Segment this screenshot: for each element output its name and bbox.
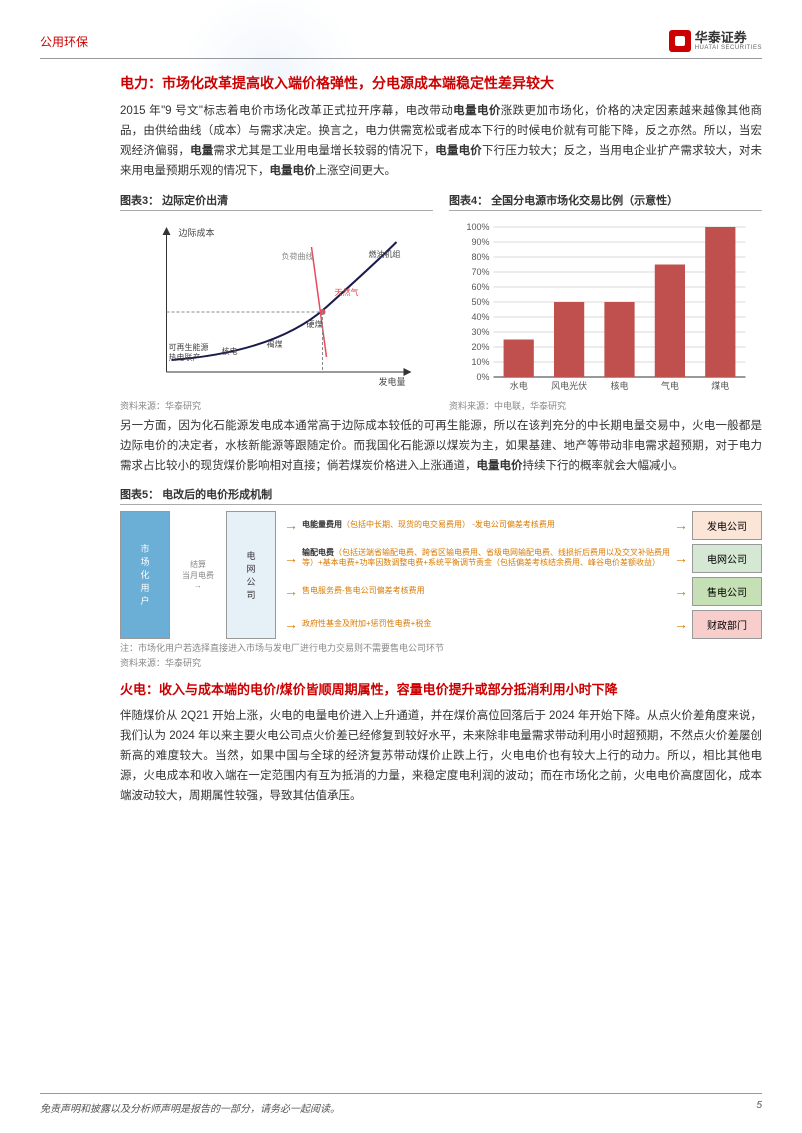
diag-right-2: 售电公司 [692, 577, 762, 606]
diag-line-1: →输配电费（包括送端省输配电费、跨省区输电费用、省级电网输配电费、线损折后费用以… [284, 544, 762, 573]
section1-para1: 2015 年"9 号文"标志着电价市场化改革正式拉开序幕，电改带动电量电价涨跌更… [120, 101, 762, 182]
category-label: 公用环保 [40, 33, 88, 50]
chart5-note: 注：市场化用户若选择直接进入市场与发电厂进行电力交易则不需要售电公司环节 [120, 641, 762, 654]
diag-right-0: 发电公司 [692, 511, 762, 540]
section1-title: 电力：市场化改革提高收入端价格弹性，分电源成本端稳定性差异较大 [120, 73, 762, 93]
chart5-title: 图表5： 电改后的电价形成机制 [120, 486, 762, 505]
chart3-area: 边际成本发电量 可再生能源热电联产 核电 褐煤 硬煤 天然气 燃油机组 负荷曲线 [120, 217, 433, 397]
svg-text:热电联产: 热电联产 [169, 352, 201, 362]
svg-text:40%: 40% [471, 312, 489, 322]
chart3-source: 资料来源：华泰研究 [120, 399, 433, 412]
svg-text:60%: 60% [471, 282, 489, 292]
svg-text:煤电: 煤电 [711, 380, 729, 391]
diag-line-3: →政府性基金及附加+惩罚性电费+税金→财政部门 [284, 610, 762, 639]
arrow-icon: → [674, 616, 688, 632]
logo-en: HUATAI SECURITIES [695, 45, 762, 52]
diag-arrow1: 结算当月电费→ [178, 511, 218, 639]
arrow-icon: → [284, 550, 298, 566]
diag-line-0: →电能量费用（包括中长期、现货的电交易费用） -发电公司偏差考核费用→发电公司 [284, 511, 762, 540]
logo-icon [669, 30, 691, 52]
diag-grid: 电网公司 [226, 511, 276, 639]
svg-text:20%: 20% [471, 342, 489, 352]
svg-text:天然气: 天然气 [335, 287, 359, 297]
diag-right-3: 财政部门 [692, 610, 762, 639]
svg-text:50%: 50% [471, 297, 489, 307]
svg-text:褐煤: 褐煤 [267, 339, 283, 349]
brand-logo: 华泰证券 HUATAI SECURITIES [669, 30, 762, 52]
section2-title: 火电：收入与成本端的电价/煤价皆顺周期属性，容量电价提升或部分抵消利用小时下降 [120, 679, 762, 698]
diag-line-2: →售电服务费-售电公司偏差考核费用→售电公司 [284, 577, 762, 606]
svg-text:水电: 水电 [510, 380, 528, 391]
section2-para: 伴随煤价从 2Q21 开始上涨，火电的电量电价进入上升通道，并在煤价高位回落后于… [120, 706, 762, 807]
svg-text:30%: 30% [471, 327, 489, 337]
arrow-icon: → [284, 583, 298, 599]
svg-text:发电量: 发电量 [379, 376, 406, 387]
chart4-title: 图表4： 全国分电源市场化交易比例（示意性） [449, 192, 762, 211]
svg-text:核电: 核电 [222, 346, 238, 356]
page-number: 5 [756, 1100, 762, 1115]
page-footer: 免责声明和披露以及分析师声明是报告的一部分，请务必一起阅读。 5 [40, 1093, 762, 1115]
svg-text:80%: 80% [471, 252, 489, 262]
svg-text:硬煤: 硬煤 [307, 319, 323, 329]
svg-text:10%: 10% [471, 357, 489, 367]
svg-text:70%: 70% [471, 267, 489, 277]
disclaimer: 免责声明和披露以及分析师声明是报告的一部分，请务必一起阅读。 [40, 1100, 340, 1115]
svg-text:燃油机组: 燃油机组 [369, 249, 401, 259]
diag-user: 市场化用户 [120, 511, 170, 639]
page-header: 公用环保 华泰证券 HUATAI SECURITIES [40, 30, 762, 59]
arrow-icon: → [284, 517, 298, 533]
svg-text:100%: 100% [466, 222, 489, 232]
svg-text:0%: 0% [476, 372, 489, 382]
logo-cn: 华泰证券 [695, 30, 747, 45]
arrow-icon: → [284, 616, 298, 632]
svg-text:风电光伏: 风电光伏 [551, 380, 587, 391]
arrow-icon: → [674, 583, 688, 599]
para2: 另一方面，因为化石能源发电成本通常高于边际成本较低的可再生能源，所以在该判充分的… [120, 416, 762, 476]
chart5-diagram: 市场化用户结算当月电费→电网公司→电能量费用（包括中长期、现货的电交易费用） -… [120, 511, 762, 639]
chart3-title: 图表3： 边际定价出清 [120, 192, 433, 211]
svg-text:可再生能源: 可再生能源 [169, 342, 209, 352]
svg-text:90%: 90% [471, 237, 489, 247]
svg-text:核电: 核电 [610, 380, 628, 391]
diag-right-1: 电网公司 [692, 544, 762, 573]
chart4-area: 0% 10% 20% 30% 40% 50% 60% 70% 80% 90% 100% 水电 风电光伏 核… [449, 217, 762, 397]
svg-text:边际成本: 边际成本 [179, 227, 215, 238]
arrow-icon: → [674, 550, 688, 566]
chart5-source: 资料来源：华泰研究 [120, 656, 762, 669]
svg-text:气电: 气电 [661, 380, 679, 391]
arrow-icon: → [674, 517, 688, 533]
chart4-source: 资料来源：中电联，华泰研究 [449, 399, 762, 412]
svg-text:负荷曲线: 负荷曲线 [282, 251, 314, 261]
